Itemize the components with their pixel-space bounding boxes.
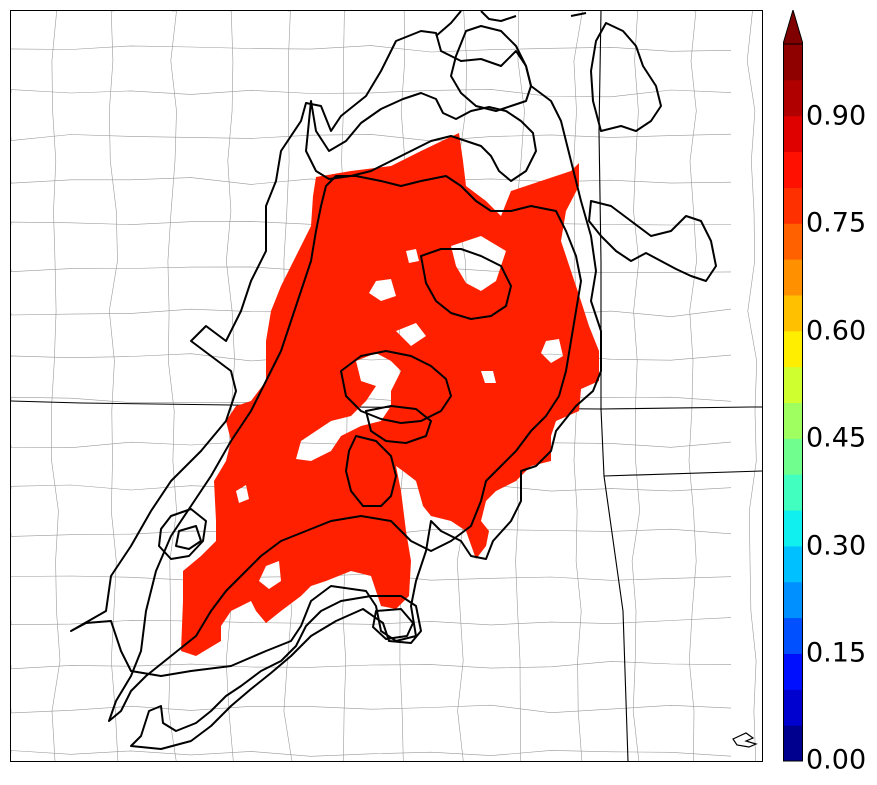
colorbar-tick-label: 0.60 xyxy=(806,315,867,347)
colorbar-band xyxy=(783,474,803,511)
county-line xyxy=(108,11,119,761)
colorbar-band xyxy=(783,259,803,296)
county-line xyxy=(11,89,732,98)
county-boundaries xyxy=(11,11,758,761)
colorbar-band xyxy=(783,581,803,619)
colorbar-tick-label: 0.75 xyxy=(806,207,867,239)
colorbar-band xyxy=(783,44,803,81)
colorbar-band xyxy=(783,151,803,188)
county-line xyxy=(11,133,732,142)
colorbar-band xyxy=(783,330,803,368)
colorbar-band xyxy=(783,366,803,403)
county-line xyxy=(11,750,732,757)
county-line xyxy=(11,45,732,53)
colorbar-band xyxy=(783,653,803,690)
colorbar-bands xyxy=(783,10,803,762)
colorbar-band xyxy=(783,689,803,726)
colorbar-band xyxy=(783,617,803,654)
colorbar-band xyxy=(783,438,803,475)
county-line xyxy=(11,573,732,581)
colorbar-tick-label: 0.15 xyxy=(806,637,867,669)
colorbar xyxy=(783,10,803,762)
county-line xyxy=(746,11,758,761)
county-line xyxy=(11,617,732,626)
lake-outline xyxy=(732,732,758,748)
colorbar-band xyxy=(783,294,803,332)
colorbar-band xyxy=(783,725,803,762)
probability-contours xyxy=(70,11,717,750)
colorbar-band xyxy=(783,545,803,583)
map-panel xyxy=(10,10,763,762)
colorbar-band xyxy=(783,79,803,117)
colorbar-tick-label: 0.45 xyxy=(806,422,867,454)
colorbar-outline xyxy=(783,43,803,762)
colorbar-band xyxy=(783,187,803,224)
colorbar-extend-arrow xyxy=(783,10,803,45)
county-line xyxy=(631,11,641,761)
county-line xyxy=(688,11,697,761)
colorbar-tick-label: 0.90 xyxy=(806,100,867,132)
county-line xyxy=(50,11,61,761)
state-boundaries xyxy=(11,11,762,761)
colorbar-tick-label: 0.00 xyxy=(806,744,867,776)
colorbar-band xyxy=(783,115,803,153)
colorbar-band xyxy=(783,402,803,439)
map-canvas xyxy=(11,11,762,761)
county-line xyxy=(167,11,177,761)
colorbar-tick-label: 0.30 xyxy=(806,530,867,562)
county-line xyxy=(11,704,732,714)
county-line xyxy=(11,661,732,670)
colorbar-band xyxy=(783,223,803,260)
colorbar-band xyxy=(783,510,803,547)
probability-fill xyxy=(181,133,599,656)
county-line xyxy=(225,11,235,761)
